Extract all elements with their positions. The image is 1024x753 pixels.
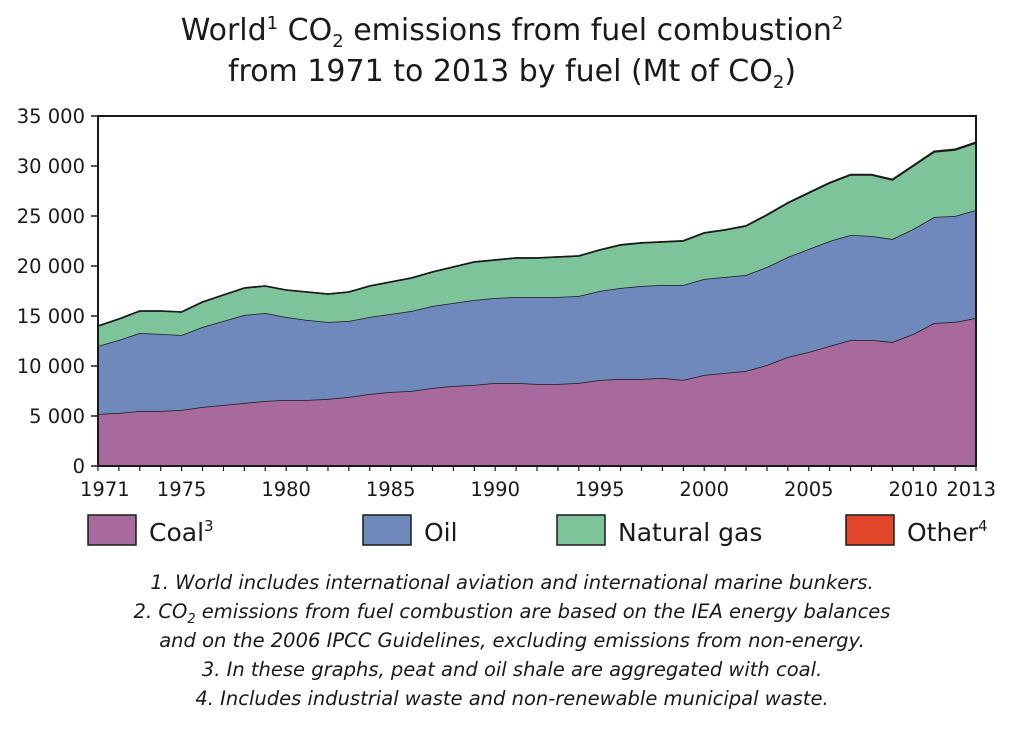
legend-swatch-coal — [87, 514, 137, 546]
x-tick-label: 1990 — [470, 478, 520, 501]
x-tick-label: 1975 — [157, 478, 207, 501]
legend-swatch-oil — [362, 514, 412, 546]
legend-swatch-natural-gas — [556, 514, 606, 546]
legend-label-other: Other4 — [907, 517, 988, 547]
x-tick-label: 1980 — [261, 478, 311, 501]
y-tick-label: 20 000 — [17, 255, 85, 278]
legend-label-oil: Oil — [424, 518, 458, 547]
x-tick-label: 2005 — [784, 478, 834, 501]
footnote-2: 2. CO2 emissions from fuel combustion ar… — [133, 600, 891, 627]
x-tick-label: 1971 — [80, 478, 130, 501]
y-tick-label: 35 000 — [17, 105, 85, 128]
y-tick-label: 10 000 — [17, 355, 85, 378]
chart-title-line1: World1 CO2 emissions from fuel combustio… — [180, 13, 844, 52]
legend-label-natural-gas: Natural gas — [618, 518, 762, 547]
legend-swatch-other — [845, 514, 895, 546]
series-area-oil — [98, 210, 976, 414]
y-tick-label: 5 000 — [29, 405, 85, 428]
x-tick-label: 1985 — [366, 478, 416, 501]
series-line-other — [97, 141, 977, 327]
y-tick-label: 30 000 — [17, 155, 85, 178]
footnotes: 1. World includes international aviation… — [0, 568, 1024, 713]
chart-title-line2: from 1971 to 2013 by fuel (Mt of CO2) — [227, 54, 797, 93]
footnote-1: 1. World includes international aviation… — [150, 571, 874, 594]
legend-label-coal: Coal3 — [149, 517, 214, 547]
series-area-natural-gas — [98, 143, 976, 346]
chart-title: World1 CO2 emissions from fuel combustio… — [0, 10, 1024, 92]
y-tick-label: 25 000 — [17, 205, 85, 228]
footnote-2-continued: and on the 2006 IPCC Guidelines, excludi… — [159, 629, 865, 652]
x-tick-label: 2010 — [888, 478, 938, 501]
series-area-coal — [98, 318, 976, 466]
y-tick-label: 0 — [73, 455, 85, 478]
y-tick-label: 15 000 — [17, 305, 85, 328]
footnote-3: 3. In these graphs, peat and oil shale a… — [201, 658, 823, 681]
legend-footnote-mark: 4 — [978, 517, 988, 535]
footnote-4: 4. Includes industrial waste and non-ren… — [195, 687, 829, 710]
x-tick-label: 2013 — [946, 478, 996, 501]
x-tick-label: 1995 — [575, 478, 625, 501]
area-chart: 0 5 000 10 000 15 000 20 000 25 000 30 000 35 0… — [17, 105, 996, 547]
x-tick-label: 2000 — [679, 478, 729, 501]
legend-footnote-mark: 3 — [204, 517, 214, 535]
